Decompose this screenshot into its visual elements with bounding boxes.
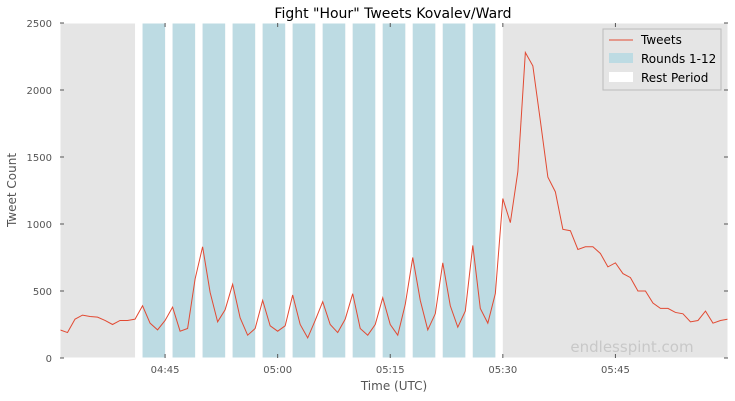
rest-period-band xyxy=(345,23,353,358)
round-band xyxy=(262,23,286,358)
chart-title: Fight "Hour" Tweets Kovalev/Ward xyxy=(274,6,511,22)
x-axis: 04:45 05:00 05:15 05:30 05:45 xyxy=(151,23,630,376)
rest-period-band xyxy=(225,23,233,358)
rest-periods xyxy=(135,23,503,358)
round-band xyxy=(292,23,316,358)
legend-rest-swatch xyxy=(609,72,633,82)
y-axis-label: Tweet Count xyxy=(5,153,19,228)
x-axis-label: Time (UTC) xyxy=(360,379,427,393)
x-tick-label: 05:00 xyxy=(263,365,292,376)
rest-period-band xyxy=(195,23,203,358)
round-band xyxy=(412,23,436,358)
y-tick-label: 1500 xyxy=(27,153,52,164)
x-tick-label: 04:45 xyxy=(151,365,180,376)
rest-period-band xyxy=(285,23,293,358)
round-band xyxy=(352,23,376,358)
plot-frame xyxy=(59,22,729,359)
rest-period-band xyxy=(465,23,473,358)
round-band xyxy=(142,23,166,358)
y-tick-label: 2000 xyxy=(27,86,52,97)
y-tick-label: 2500 xyxy=(27,19,52,30)
legend-rounds-label: Rounds 1-12 xyxy=(641,52,716,66)
round-band xyxy=(382,23,406,358)
round-band xyxy=(322,23,346,358)
x-tick-label: 05:30 xyxy=(488,365,517,376)
round-bands xyxy=(142,23,496,358)
round-band xyxy=(472,23,496,358)
x-tick-label: 05:15 xyxy=(376,365,405,376)
rest-period-band xyxy=(435,23,443,358)
y-tick-label: 1000 xyxy=(27,220,52,231)
round-band xyxy=(232,23,256,358)
watermark: endlesspint.com xyxy=(570,338,693,356)
tweets-series-line xyxy=(59,50,729,340)
rest-period-band xyxy=(135,23,143,358)
legend-rest-label: Rest Period xyxy=(641,71,708,85)
y-tick-label: 0 xyxy=(46,354,52,365)
rest-period-band xyxy=(315,23,323,358)
legend-rounds-swatch xyxy=(609,53,633,63)
rest-period-band xyxy=(165,23,173,358)
legend-tweets-label: Tweets xyxy=(640,33,682,47)
round-band xyxy=(442,23,466,358)
y-tick-label: 500 xyxy=(33,287,52,298)
legend: Tweets Rounds 1-12 Rest Period xyxy=(602,28,722,91)
x-tick-label: 05:45 xyxy=(601,365,630,376)
tweets-line-group xyxy=(59,22,729,359)
round-band xyxy=(202,23,226,358)
round-band xyxy=(172,23,196,358)
rest-period-band xyxy=(405,23,413,358)
rest-period-band xyxy=(255,23,263,358)
rest-period-band xyxy=(375,23,383,358)
rest-period-band xyxy=(495,23,503,358)
y-axis: 0 500 1000 1500 2000 2500 xyxy=(27,19,728,365)
